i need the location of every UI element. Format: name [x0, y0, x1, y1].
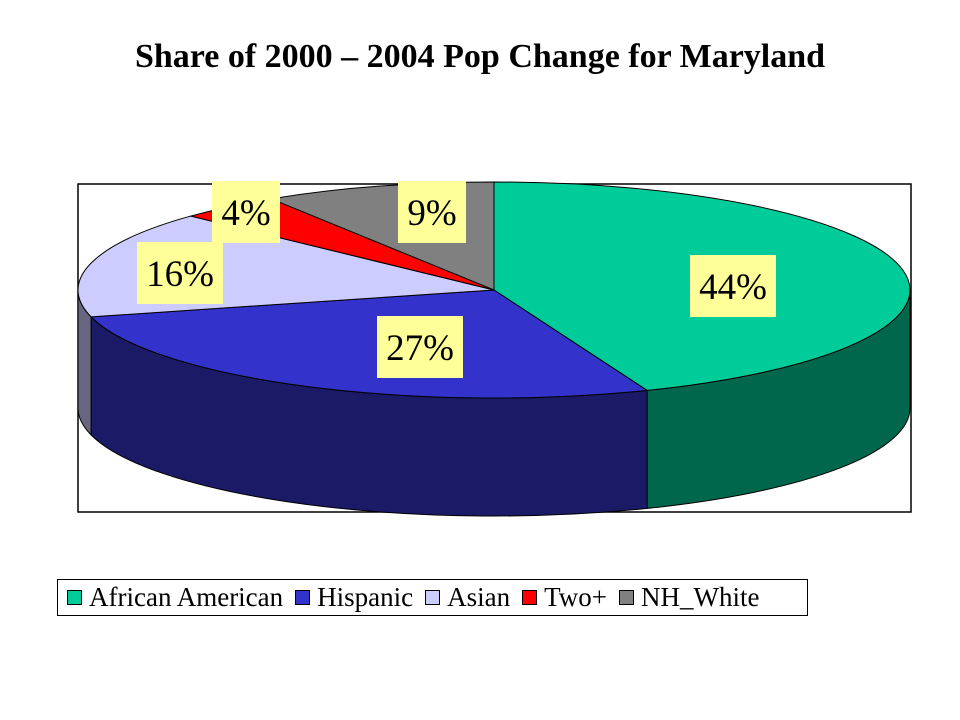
legend-item-african-american: African American [67, 584, 283, 611]
legend-swatch [295, 590, 311, 605]
pie-slice-hispanic [89, 289, 649, 399]
legend-label: NH_White [640, 582, 760, 612]
legend-item-two: Two+ [522, 584, 607, 611]
data-label-text: 44% [699, 267, 767, 308]
data-labels: 44% 27% 16%4% 9% [137, 181, 776, 378]
chart-title: Share of 2000 – 2004 Pop Change for Mary… [134, 38, 826, 75]
legend-item-hispanic: Hispanic [295, 584, 413, 611]
legend-label: Hispanic [317, 582, 414, 612]
data-label-box [398, 181, 466, 243]
legend-label: Asian [447, 582, 511, 612]
data-label-box [690, 255, 776, 317]
data-label-box [212, 181, 280, 243]
data-label-hispanic: 27% [377, 316, 463, 378]
data-label-two: 4% [212, 181, 280, 243]
data-label-nh-white: 9% [398, 181, 466, 243]
data-label-box [137, 242, 223, 304]
data-label-text: 27% [386, 328, 454, 369]
legend-item-nh-white: NH_White [618, 582, 760, 612]
legend: African American Hispanic Asian Two+ NH_Whit… [57, 579, 808, 616]
data-label-text: 4% [221, 193, 270, 234]
data-label-text: 9% [407, 193, 456, 234]
legend-swatch [425, 590, 441, 605]
legend-item-asian: Asian [425, 584, 510, 611]
data-label-text: 16% [146, 254, 214, 295]
legend-label: Two+ [544, 582, 607, 612]
data-label-african-american: 44% [690, 255, 776, 317]
legend-label: African American [89, 582, 284, 612]
legend-swatch [618, 590, 634, 605]
legend-swatch [67, 590, 82, 605]
pie-layer [77, 181, 911, 517]
data-label-box [377, 316, 463, 378]
data-label-asian: 16% [137, 242, 223, 304]
legend-swatch [522, 590, 538, 605]
